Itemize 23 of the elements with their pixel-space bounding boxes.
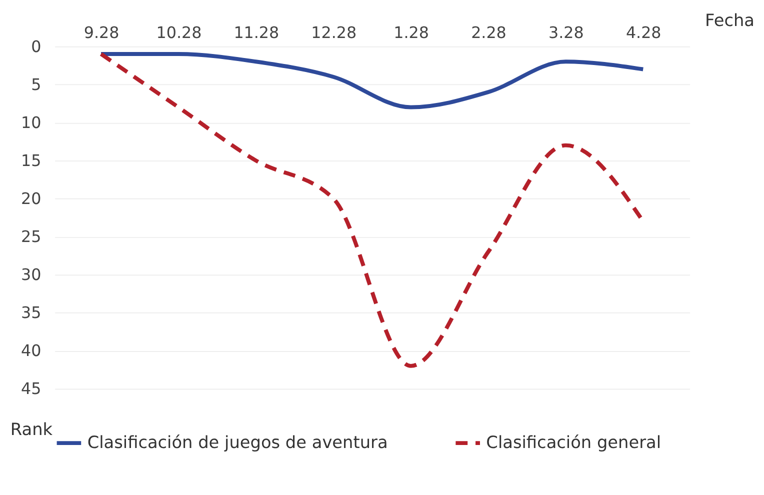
x-tick-label: 1.28 [394, 23, 429, 42]
legend-label: Clasificación general [486, 432, 662, 452]
x-tick-label: 10.28 [156, 23, 202, 42]
y-tick-label: 25 [20, 227, 42, 246]
y-axis-title: Rank [10, 418, 53, 439]
line-series [99, 52, 646, 110]
y-tick-label: 15 [20, 150, 42, 170]
y-tick-label: 30 [20, 265, 42, 284]
y-tick-label: 0 [31, 36, 42, 56]
y-tick-label: 10 [20, 112, 42, 132]
x-tick-label: 12.28 [311, 23, 357, 42]
y-tick-label: 35 [20, 303, 42, 322]
y-tick-label: 5 [31, 74, 42, 94]
x-tick-label: 2.28 [471, 23, 506, 42]
legend-label: Clasificación de juegos de aventura [87, 432, 388, 452]
x-tick-label: 3.28 [548, 23, 584, 42]
x-axis-title: Fecha [705, 10, 754, 30]
y-tick-label: 45 [20, 379, 42, 398]
y-tick-label: 40 [20, 341, 42, 360]
x-tick-label: 11.28 [234, 23, 280, 42]
x-tick-label: 4.28 [626, 23, 662, 42]
x-tick-label: 9.28 [84, 23, 120, 42]
y-tick-label: 20 [20, 189, 42, 208]
